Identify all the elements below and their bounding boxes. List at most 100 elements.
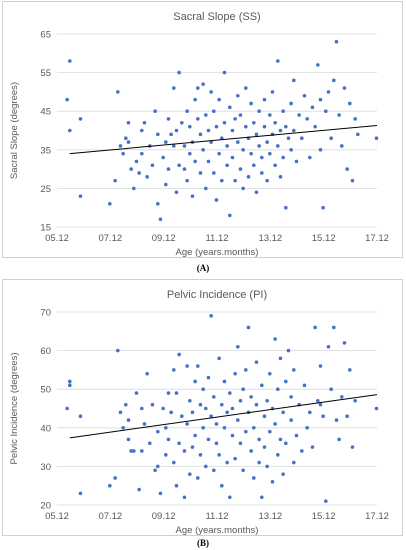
data-point — [241, 148, 245, 152]
data-point — [217, 453, 221, 457]
data-point — [302, 383, 307, 388]
data-point — [198, 402, 203, 407]
data-point — [193, 433, 197, 438]
data-point — [137, 171, 141, 175]
data-point — [196, 476, 200, 480]
data-point — [252, 476, 256, 480]
data-point — [132, 186, 136, 191]
data-point — [182, 495, 187, 500]
data-point — [313, 325, 317, 330]
data-point — [174, 128, 179, 133]
data-point — [292, 128, 296, 133]
data-point — [262, 414, 267, 419]
data-point — [313, 124, 317, 129]
data-point — [78, 194, 83, 198]
data-point — [228, 391, 232, 395]
data-point — [68, 128, 72, 133]
data-point — [126, 140, 131, 144]
data-point — [262, 124, 267, 129]
data-point — [244, 368, 248, 372]
data-point — [198, 453, 203, 457]
data-point — [252, 426, 256, 430]
data-point — [225, 410, 229, 415]
data-point — [196, 117, 200, 121]
data-point — [185, 422, 189, 426]
data-point — [148, 441, 152, 446]
data-point — [233, 178, 237, 183]
data-point — [65, 97, 69, 102]
data-point — [300, 136, 304, 141]
data-point — [142, 120, 147, 125]
data-point — [310, 445, 315, 449]
data-point — [220, 402, 224, 407]
data-point — [278, 175, 283, 179]
data-point — [169, 132, 173, 137]
data-point — [286, 136, 291, 141]
data-point — [182, 167, 187, 171]
data-point — [348, 368, 352, 372]
data-point — [260, 383, 264, 388]
data-point — [233, 371, 237, 376]
data-point — [321, 414, 325, 419]
data-point — [161, 406, 165, 411]
data-point — [228, 495, 232, 500]
trendline — [69, 124, 378, 155]
data-point — [286, 348, 291, 353]
data-point — [273, 163, 277, 168]
data-point — [108, 483, 112, 488]
data-point — [249, 101, 253, 106]
data-point — [180, 414, 184, 419]
data-point — [140, 406, 144, 411]
data-point — [228, 105, 232, 110]
data-point — [268, 113, 272, 117]
data-point — [284, 379, 288, 384]
data-point — [230, 406, 235, 411]
data-point — [124, 136, 128, 141]
data-point — [265, 178, 269, 183]
data-point — [350, 445, 355, 449]
data-point — [156, 464, 160, 469]
trendline — [69, 394, 378, 439]
data-point — [278, 128, 283, 133]
chart-panel-a: Sacral Slope (SS) 15 25 35 45 55 65 05.12 07.12 0… — [2, 1, 403, 258]
data-point — [318, 364, 323, 368]
data-point — [116, 348, 120, 353]
data-point — [206, 375, 211, 380]
data-point — [300, 449, 304, 453]
data-point — [340, 395, 344, 399]
data-point — [177, 441, 181, 446]
data-point — [321, 205, 325, 210]
data-point — [353, 398, 357, 403]
data-point — [265, 464, 269, 469]
x-tick-label: 15.12 — [312, 233, 336, 244]
data-point — [318, 148, 323, 152]
data-point — [281, 109, 285, 113]
data-point — [124, 402, 128, 407]
data-point — [158, 217, 163, 222]
data-point — [308, 410, 312, 415]
data-point — [225, 144, 229, 148]
data-point — [204, 464, 208, 469]
data-point — [164, 453, 168, 457]
data-point — [214, 124, 219, 129]
data-point — [278, 437, 283, 442]
data-point — [156, 132, 160, 137]
data-point — [268, 429, 272, 434]
data-point — [113, 476, 117, 480]
data-point — [276, 387, 280, 391]
data-point — [276, 144, 280, 148]
data-point — [172, 144, 176, 148]
data-point — [204, 186, 208, 191]
data-point — [238, 398, 243, 403]
chart-title: Sacral Slope (SS) — [173, 11, 260, 23]
data-point — [153, 468, 157, 473]
data-point — [238, 441, 243, 446]
panel-label-a: (A) — [196, 263, 210, 273]
x-tick-label: 09.12 — [152, 233, 176, 244]
data-point — [150, 402, 155, 407]
data-point — [252, 120, 256, 125]
data-point — [254, 132, 259, 137]
data-point — [294, 159, 299, 164]
data-point — [289, 418, 293, 422]
data-point — [118, 410, 123, 415]
